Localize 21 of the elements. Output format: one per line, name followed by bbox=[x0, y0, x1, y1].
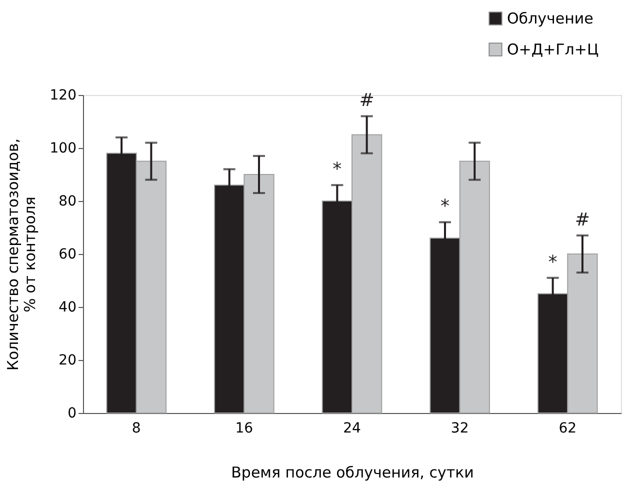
y-axis-title: Количество сперматозоидов, % от контроля bbox=[4, 138, 39, 371]
annotation: * bbox=[440, 196, 450, 218]
x-tick-label: 32 bbox=[450, 420, 469, 436]
x-tick-label: 8 bbox=[132, 420, 141, 436]
annotation: # bbox=[359, 90, 374, 112]
y-tick-label: 120 bbox=[50, 88, 76, 104]
x-tick-label: 16 bbox=[235, 420, 254, 436]
annotation: # bbox=[574, 209, 590, 230]
y-tick-label: 60 bbox=[58, 246, 76, 262]
x-tick-label: 24 bbox=[343, 420, 361, 436]
annotation: * bbox=[548, 252, 558, 273]
legend-label: О+Д+Гл+Ц bbox=[507, 40, 599, 58]
legend-label: Облучение bbox=[507, 10, 594, 28]
y-tick-label: 0 bbox=[68, 406, 76, 422]
x-axis-title: Время после облучения, сутки bbox=[231, 464, 474, 482]
y-tick-label: 80 bbox=[58, 194, 76, 210]
annotation: * bbox=[332, 159, 342, 180]
y-tick-label: 20 bbox=[58, 352, 76, 368]
y-tick-label: 40 bbox=[58, 300, 76, 316]
x-tick-label: 62 bbox=[558, 420, 577, 436]
y-tick-label: 100 bbox=[50, 140, 76, 156]
